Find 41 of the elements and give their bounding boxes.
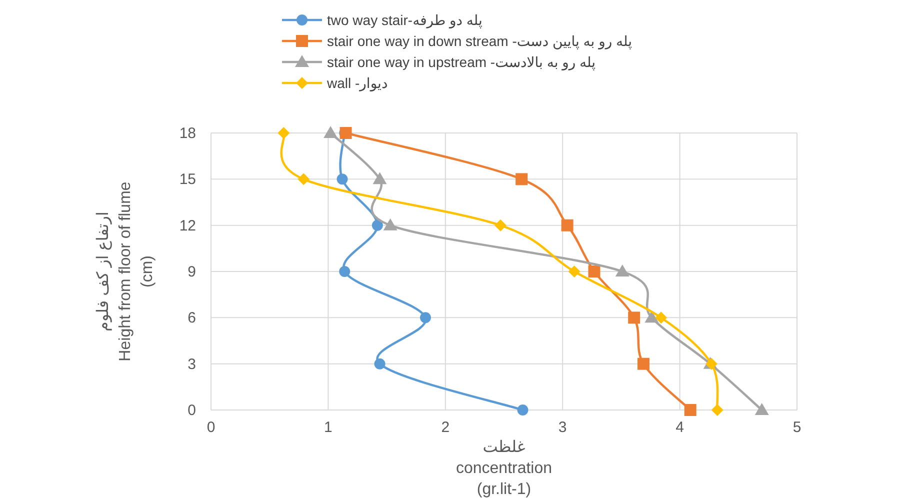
legend-label: wall -دیوار	[326, 75, 388, 92]
legend-label: two way stair-پله دو طرفه	[327, 12, 483, 29]
point	[517, 404, 528, 416]
x-tick-label: 4	[676, 419, 684, 436]
point	[372, 220, 383, 231]
x-tick-label: 5	[792, 419, 802, 436]
y-tick-label: 0	[188, 402, 196, 419]
x-tick-label: 2	[441, 419, 450, 436]
y-tick-label: 3	[188, 356, 196, 373]
point	[684, 404, 696, 416]
legend-label: stair one way in upstream -پله رو به بالادست	[327, 54, 596, 71]
point	[754, 403, 769, 415]
x-tick-label: 3	[558, 419, 567, 436]
point	[628, 312, 640, 324]
point	[494, 219, 506, 232]
point	[711, 404, 724, 416]
point	[336, 174, 348, 185]
x-tick-label: 0	[206, 419, 216, 436]
point	[374, 358, 386, 370]
point	[615, 264, 630, 276]
point	[324, 126, 338, 138]
point	[278, 127, 290, 139]
point	[588, 266, 600, 278]
y-tick-label: 9	[188, 264, 196, 280]
point	[372, 172, 387, 184]
point	[339, 266, 350, 277]
point	[644, 310, 659, 323]
y-tick-label: 6	[188, 310, 196, 327]
legend-label: stair one way in down stream -پله رو به پایین دست	[327, 33, 632, 50]
x-tick-label: 1	[324, 419, 332, 436]
y-tick-label: 12	[179, 217, 196, 234]
point	[420, 312, 431, 324]
point	[298, 173, 310, 186]
point	[637, 358, 650, 370]
y-tick-label: 18	[179, 125, 196, 142]
point	[516, 173, 528, 186]
point	[568, 266, 580, 278]
point	[655, 312, 668, 324]
point	[383, 218, 398, 230]
point	[561, 219, 574, 232]
y-tick-label: 15	[179, 171, 196, 188]
